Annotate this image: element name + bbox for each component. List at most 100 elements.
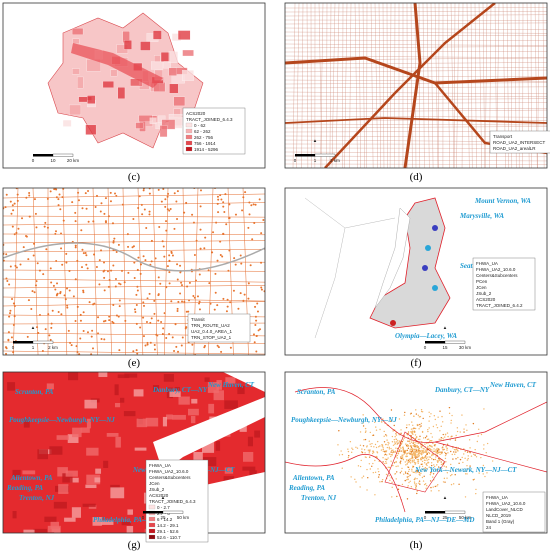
transit-stop	[123, 281, 126, 284]
land-cover	[418, 449, 420, 451]
legend-item: 52.6 - 110.7	[157, 535, 181, 540]
transit-stop	[109, 191, 112, 194]
land-cover	[429, 456, 432, 458]
place-label: Allentown, PA	[10, 474, 53, 482]
land-cover	[434, 443, 437, 446]
land-cover	[416, 452, 418, 454]
land-cover	[442, 433, 444, 436]
land-cover	[375, 426, 377, 428]
tract	[86, 447, 99, 456]
legend-item: ACS2020	[149, 493, 169, 498]
land-cover	[419, 474, 421, 476]
land-cover	[443, 465, 445, 467]
land-cover	[429, 473, 432, 476]
legend-item: FHWA_UA	[476, 261, 498, 266]
tract	[154, 55, 161, 63]
transit-stop	[177, 300, 180, 303]
land-cover	[395, 433, 397, 435]
street	[362, 3, 365, 168]
tract	[57, 467, 68, 477]
land-cover	[395, 447, 397, 449]
transit-stop	[106, 270, 109, 273]
legend-item: Transit	[191, 317, 205, 322]
land-cover	[387, 444, 389, 446]
land-cover	[391, 441, 394, 443]
tract	[169, 391, 181, 397]
land-cover	[455, 434, 457, 437]
tract	[114, 402, 121, 408]
panel-border	[284, 2, 548, 169]
north-arrow: ▲	[313, 138, 317, 143]
land-cover	[448, 412, 451, 415]
transit-stop	[146, 297, 149, 300]
land-cover	[388, 453, 391, 455]
street	[285, 102, 547, 105]
land-cover	[375, 455, 378, 458]
place-label: Trenton, NJ	[19, 494, 55, 502]
land-cover	[480, 433, 483, 436]
street	[301, 3, 304, 168]
land-cover	[425, 457, 428, 460]
land-cover	[357, 465, 360, 467]
transit-stop	[180, 281, 183, 284]
land-cover	[391, 449, 393, 452]
tract	[69, 104, 82, 116]
transit-stop	[80, 229, 83, 232]
transit-stop	[82, 252, 85, 255]
land-cover	[450, 483, 453, 486]
land-cover	[407, 478, 409, 480]
tract	[67, 434, 79, 443]
land-cover	[412, 431, 414, 433]
land-cover	[416, 442, 418, 444]
transit-stop	[160, 200, 163, 203]
land-cover	[419, 415, 422, 418]
transit-stop	[241, 209, 244, 212]
land-cover	[341, 467, 343, 469]
transit-stop	[100, 202, 103, 205]
transit-stop	[68, 269, 71, 272]
tract	[190, 415, 196, 424]
transit-stop	[49, 190, 52, 193]
land-cover	[418, 472, 421, 474]
transit-stop	[248, 201, 251, 204]
land-cover	[456, 427, 459, 429]
transit-stop	[103, 338, 106, 341]
transit-stop	[228, 249, 231, 252]
land-cover	[428, 451, 430, 454]
transit-stop	[174, 323, 177, 326]
legend-item: ACS2020	[186, 111, 206, 116]
transit-stop	[74, 244, 77, 247]
panel-border	[284, 187, 548, 356]
transit-stop	[94, 206, 97, 209]
center-point	[425, 245, 431, 251]
transit-stop	[186, 285, 189, 288]
land-cover	[415, 485, 418, 487]
transit-stop	[208, 282, 211, 285]
land-cover	[467, 457, 469, 460]
land-cover	[374, 443, 377, 446]
tract	[101, 520, 114, 525]
transit-stop	[229, 346, 232, 349]
transit-stop	[136, 352, 139, 355]
transit-stop	[52, 284, 55, 287]
land-cover	[422, 447, 424, 450]
land-cover	[421, 451, 424, 453]
transit-stop	[107, 285, 110, 288]
transit-stop	[127, 245, 130, 248]
land-cover	[430, 432, 432, 435]
land-cover	[347, 456, 350, 459]
land-cover	[403, 414, 406, 416]
tract	[123, 411, 136, 417]
land-cover	[466, 473, 468, 475]
land-cover	[439, 430, 441, 432]
transit-stop	[118, 349, 121, 352]
transit-stop	[247, 226, 250, 229]
transit-stop	[12, 302, 15, 305]
land-cover	[450, 450, 452, 453]
transit-stop	[156, 334, 159, 337]
transit-stop	[142, 335, 145, 338]
transit-route	[3, 278, 265, 283]
land-cover	[359, 486, 361, 488]
tract	[7, 382, 16, 391]
transit-stop	[74, 319, 77, 322]
